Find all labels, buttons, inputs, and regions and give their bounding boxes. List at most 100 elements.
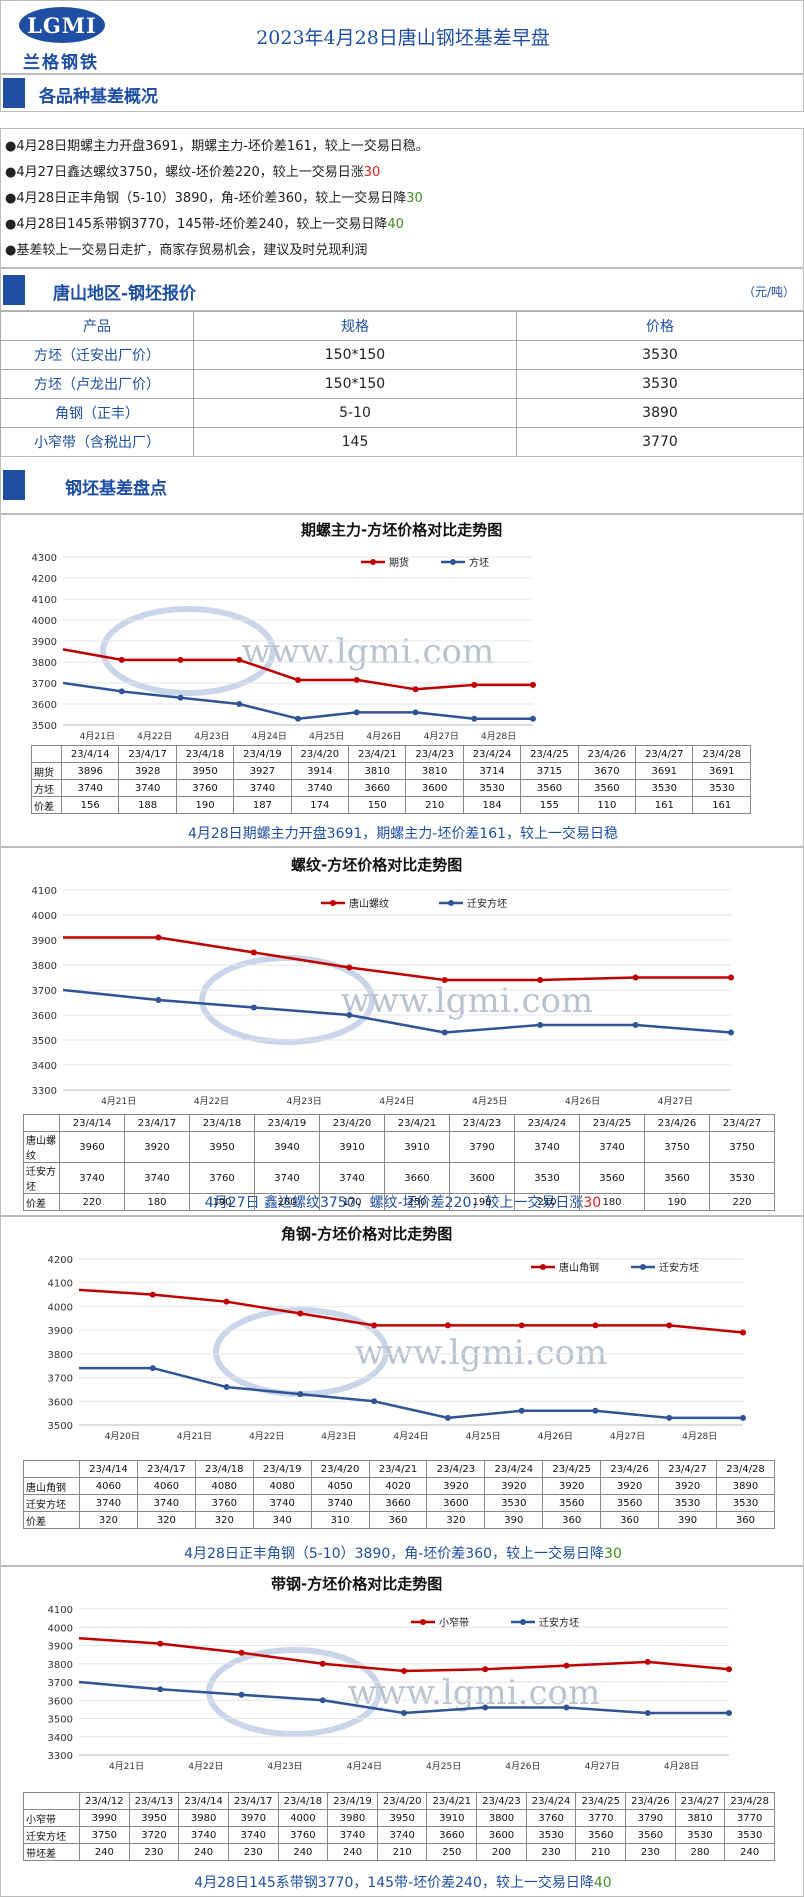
data-point [238, 1691, 245, 1698]
y-tick-label: 3700 [48, 1374, 73, 1385]
data-point [482, 1666, 489, 1673]
legend-label: 唐山角钢 [559, 1261, 599, 1274]
y-tick-label: 4100 [32, 595, 57, 606]
table-cell: 23/4/27 [709, 1114, 775, 1132]
x-tick-label: 4月20日 [105, 1431, 140, 1442]
y-tick-label: 3400 [32, 1061, 57, 1072]
table-cell: 3530 [674, 1826, 726, 1844]
table-cell: 360 [542, 1511, 602, 1529]
table-cell: 3740 [514, 1131, 580, 1163]
legend-marker [520, 1619, 526, 1625]
unit-label: （元/吨） [742, 285, 795, 299]
y-tick-label: 3500 [48, 1421, 73, 1432]
legend-label: 唐山螺纹 [349, 897, 389, 910]
table-cell: 150 [348, 796, 407, 814]
data-point [371, 1398, 378, 1405]
table-cell: 3740 [124, 1162, 190, 1194]
table-cell: 3660 [368, 1494, 428, 1512]
table-cell: 3760 [194, 1494, 254, 1512]
data-point [412, 686, 419, 693]
table-cell: 23/4/17 [124, 1114, 190, 1132]
bullet-line: ●4月28日145系带钢3770，145带-坯价差240，较上一交易日降40 [5, 217, 404, 232]
table-cell: 3920 [658, 1477, 717, 1495]
x-tick-label: 4月28日 [481, 731, 516, 742]
x-tick-label: 4月22日 [188, 1761, 223, 1772]
table-cell: 3740 [178, 1826, 229, 1844]
table-cell: 190 [175, 796, 235, 814]
table-cell: 3740 [118, 779, 177, 797]
table-cell: 3750 [644, 1131, 710, 1163]
x-tick-label: 4月21日 [109, 1761, 144, 1772]
table-cell: 3530 [709, 1162, 775, 1194]
table-row: 小窄带（含税出厂） 145 3770 [0, 427, 804, 457]
x-tick-label: 4月23日 [321, 1431, 356, 1442]
table-cell: 3950 [376, 1809, 428, 1827]
table-cell: 340 [252, 1511, 312, 1529]
table-row: 小窄带 3990 3950 3980 3970 4000 3980 3950 3910 3800 3… [23, 1809, 775, 1827]
table-cell: 23/4/25 [520, 745, 579, 763]
y-tick-label: 3600 [32, 700, 57, 711]
chart-title: 角钢-方坯价格对比走势图 [281, 1225, 452, 1243]
table-cell: 3950 [128, 1809, 180, 1827]
data-point [726, 1666, 732, 1673]
series-line [78, 1288, 744, 1334]
table-cell: 390 [658, 1511, 717, 1529]
table-cell: 3530 [514, 1162, 580, 1194]
table-cell: 23/4/26 [625, 1792, 676, 1810]
table-cell: 110 [577, 796, 637, 814]
table-cell: 迁安方坯 [23, 1162, 60, 1194]
data-point [319, 1660, 326, 1667]
data-point [297, 1310, 304, 1317]
y-tick-label: 3600 [32, 1011, 57, 1022]
table-cell: 方坯 [31, 779, 62, 797]
table-cell [31, 745, 62, 763]
chart-panel-futures: www.lgmi.com 4300 4200 4100 4000 3900 3800 3700… [0, 514, 804, 847]
table-cell: 23/4/20 [376, 1792, 428, 1810]
table-cell: 4080 [194, 1477, 254, 1495]
table-cell: 价差 [31, 796, 62, 814]
y-tick-label: 4000 [48, 1302, 73, 1313]
table-cell: 3910 [384, 1131, 450, 1163]
x-tick-label: 4月26日 [565, 1096, 600, 1107]
y-tick-label: 3600 [48, 1397, 73, 1408]
report-header: LGMI 兰格钢铁 2023年4月28日唐山钢坯基差早盘 [0, 0, 804, 74]
data-point [537, 977, 544, 983]
legend-label: 迁安方坯 [467, 897, 507, 910]
data-point [401, 1710, 407, 1717]
data-point [295, 715, 301, 722]
table-cell: 320 [79, 1511, 138, 1529]
table-cell: 方坯（卢龙出厂价） [0, 369, 194, 399]
data-point [353, 676, 360, 683]
table-cell: 23/4/20 [319, 1114, 385, 1132]
table-cell: 带坯差 [23, 1843, 80, 1861]
section-title: 钢坯基差盘点 [65, 479, 167, 499]
data-point [157, 1640, 164, 1647]
table-cell: 3600 [426, 1494, 486, 1512]
table-cell: 145 [193, 427, 517, 457]
table-cell: 3740 [136, 1494, 196, 1512]
table-row: 价差 156 188 190 187 174 150 210 184 155 110 161 161 [31, 796, 751, 814]
x-tick-label: 4月23日 [268, 1761, 303, 1772]
data-point [250, 1004, 257, 1011]
bullet-line: ●基差较上一交易日走扩，商家存贸易机会，建议及时兑现利润 [5, 243, 368, 258]
table-cell: 3810 [348, 762, 407, 780]
table-cell: 360 [715, 1511, 776, 1529]
table-cell: 23/4/28 [724, 1792, 775, 1810]
legend-label: 迁安方坯 [659, 1261, 699, 1274]
data-point [297, 1391, 304, 1398]
table-row: 价差 320 320 320 340 310 360 320 390 360 360 390 360 [23, 1511, 776, 1529]
table-cell: 3950 [175, 762, 235, 780]
legend-marker [420, 1619, 426, 1625]
table-cell: 174 [290, 796, 350, 814]
table-cell: 188 [118, 796, 177, 814]
table-cell: 23/4/20 [290, 745, 350, 763]
table-cell: 23/4/17 [227, 1792, 279, 1810]
y-tick-label: 4000 [48, 1623, 73, 1634]
table-row: 迁安方坯 3750 3720 3740 3740 3760 3740 3740 3660 3600… [23, 1826, 775, 1844]
table-cell: 3790 [449, 1131, 515, 1163]
legend-marker [640, 1264, 646, 1270]
table-cell: 23/4/18 [194, 1460, 254, 1478]
table-cell: 4060 [79, 1477, 138, 1495]
chart-title: 期螺主力-方坯价格对比走势图 [301, 521, 502, 539]
section-title: 唐山地区-钢坯报价 [53, 284, 197, 304]
